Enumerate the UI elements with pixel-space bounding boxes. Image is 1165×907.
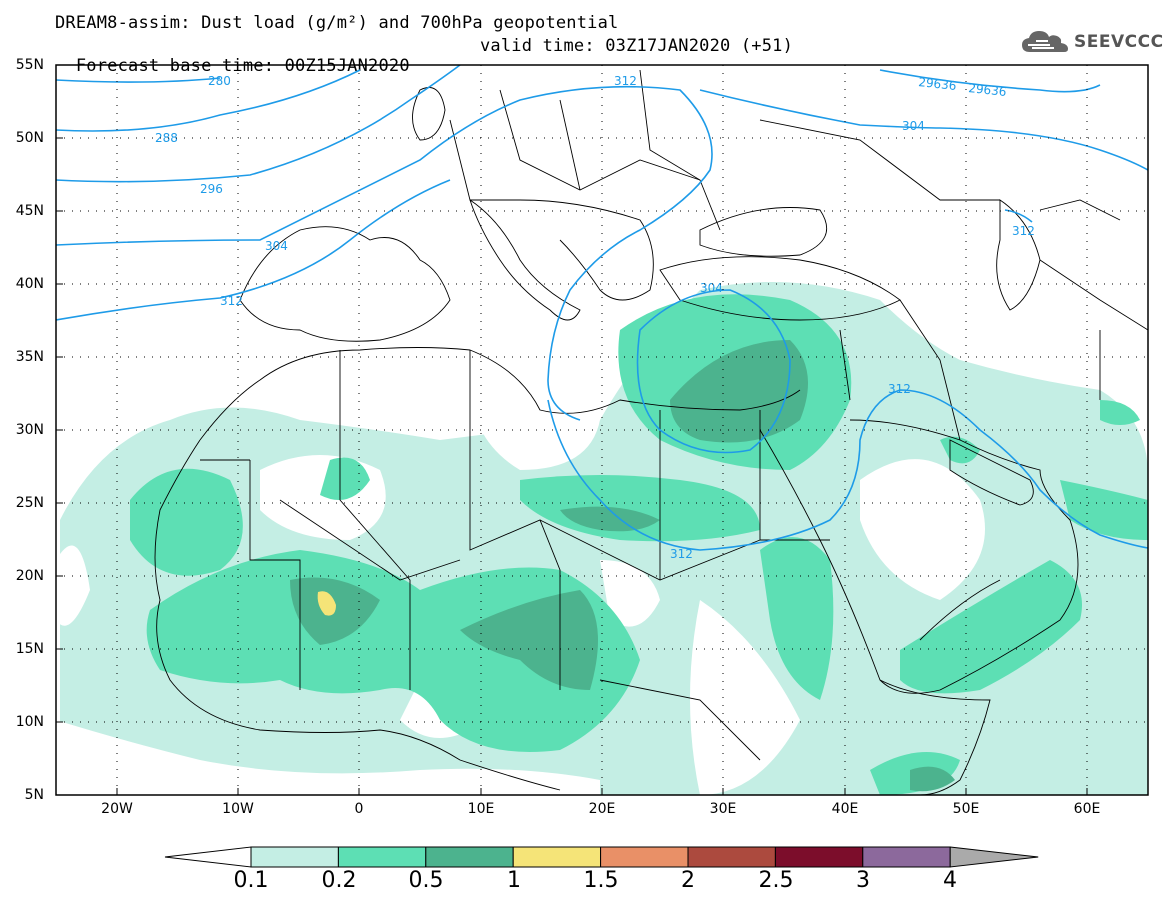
contour-label-304-a: 304 <box>265 239 288 253</box>
lon-label-10e: 10E <box>467 801 495 817</box>
lon-label-20w: 20W <box>101 801 133 817</box>
lat-label-45n: 45N <box>15 203 44 219</box>
lat-label-5n: 5N <box>24 787 44 803</box>
lat-label-50n: 50N <box>15 130 44 146</box>
grid-lines <box>56 65 1148 795</box>
dust-gaps <box>56 375 985 795</box>
country-borders <box>154 69 1148 795</box>
lon-label-60e: 60E <box>1073 801 1101 817</box>
lat-label-20n: 20N <box>15 568 44 584</box>
contour-label-312-d: 312 <box>670 547 693 561</box>
contour-label-312-a: 312 <box>220 294 243 308</box>
lon-label-10w: 10W <box>222 801 254 817</box>
seevccc-logo: SEEVCCC <box>1020 28 1164 56</box>
lat-label-10n: 10N <box>15 714 44 730</box>
contour-label-29636-a: 29636 <box>918 75 957 93</box>
legend-label-3: 3 <box>856 868 870 893</box>
forecast-base-time: Forecast base time: 00Z15JAN2020 <box>75 56 410 76</box>
contour-label-29636-b: 29636 <box>968 81 1007 99</box>
lat-label-55n: 55N <box>15 57 44 73</box>
legend-label-0.2: 0.2 <box>321 868 357 893</box>
contour-label-312-c: 312 <box>888 382 911 396</box>
lon-label-50e: 50E <box>952 801 980 817</box>
lat-label-25n: 25N <box>15 495 44 511</box>
legend-label-4: 4 <box>943 868 957 893</box>
legend-label-2: 2 <box>681 868 695 893</box>
lon-label-0: 0 <box>354 801 364 817</box>
contour-label-304-c: 304 <box>902 119 925 133</box>
contour-label-312-e: 312 <box>1012 224 1035 238</box>
contour-labels: 280 288 296 304 312 312 304 312 312 304 … <box>155 74 1035 561</box>
contour-label-296: 296 <box>200 182 223 196</box>
geopotential-contours <box>56 65 1148 551</box>
legend-label-0.5: 0.5 <box>408 868 444 893</box>
lat-label-35n: 35N <box>15 349 44 365</box>
legend-label-0.1: 0.1 <box>233 868 269 893</box>
dust-band-dark <box>290 340 955 792</box>
dust-band-yellow <box>317 591 336 616</box>
contour-label-280: 280 <box>208 74 231 88</box>
contour-label-312-b: 312 <box>614 74 637 88</box>
lon-label-30e: 30E <box>709 801 737 817</box>
lat-label-30n: 30N <box>15 422 44 438</box>
legend-label-1: 1 <box>507 868 521 893</box>
map-subtitle: Forecast base time: 00Z15JAN2020 valid t… <box>55 36 793 96</box>
contour-label-288: 288 <box>155 131 178 145</box>
lat-label-15n: 15N <box>15 641 44 657</box>
lon-label-20e: 20E <box>588 801 616 817</box>
valid-time: valid time: 03Z17JAN2020 (+51) <box>480 36 794 56</box>
axis-ticks <box>56 64 1088 796</box>
logo-text: SEEVCCC <box>1074 32 1164 52</box>
lat-label-40n: 40N <box>15 276 44 292</box>
lon-label-40e: 40E <box>831 801 859 817</box>
map-title: DREAM8-assim: Dust load (g/m²) and 700hP… <box>55 13 619 33</box>
legend-label-2.5: 2.5 <box>758 868 794 893</box>
contour-label-304-b: 304 <box>700 281 723 295</box>
cloud-icon <box>1022 31 1068 52</box>
legend-label-1.5: 1.5 <box>583 868 619 893</box>
